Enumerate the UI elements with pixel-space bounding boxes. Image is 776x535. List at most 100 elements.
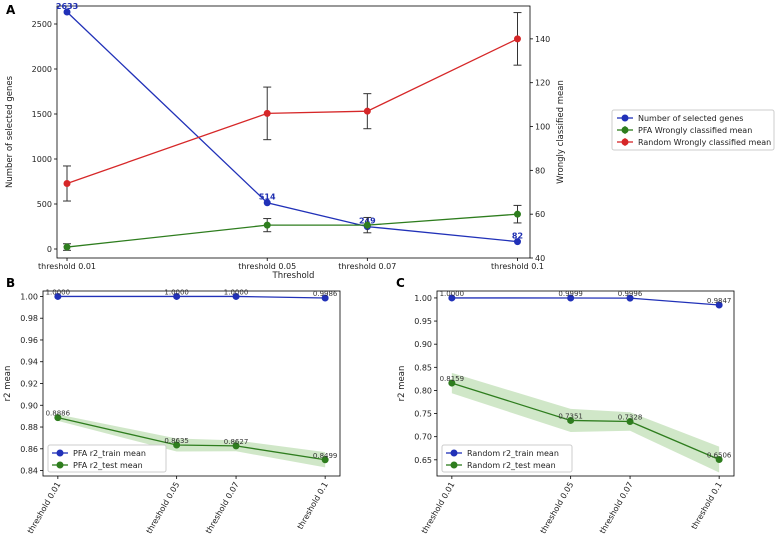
panel-a-point [263,221,271,229]
panel-b-data-label: 1.0000 [46,288,71,296]
panel-b-xtick-label: threshold 0.07 [204,481,241,535]
panel-c-data-label: 1.0000 [440,290,465,298]
panel-b-legend-label: PFA r2_train mean [73,449,146,458]
panel-a-xtick-label: threshold 0.01 [38,262,96,271]
panel-c-data-label: 0.6506 [707,452,732,460]
panel-a-legend-marker [621,138,629,146]
panel-b-ytick-label: 0.92 [20,380,38,389]
panel-a-point [513,210,521,218]
panel-a-ytick-label: 2000 [32,65,52,74]
panel-a-ytick-label: 2500 [32,20,52,29]
panel-c-data-label: 0.9999 [558,290,583,298]
panel-a-y2tick-label: 80 [535,166,545,175]
panel-b-data-label: 0.8627 [224,438,249,446]
panel-a-xtick-label: threshold 0.1 [491,262,544,271]
panel-c-legend-marker [450,449,458,457]
panel-a-legend-marker [621,114,629,122]
panel-c-data-label: 0.9847 [707,297,732,305]
panel-a-point [263,109,271,117]
panel-a-data-label: 2633 [56,2,78,11]
panel-a-point [363,107,371,115]
panel-b-legend-label: PFA r2_test mean [73,461,143,470]
panel-c-point [715,301,723,309]
panel-b-point [232,442,240,450]
panel-a-ytick-label: 500 [37,200,52,209]
panel-a-ytick-label: 0 [47,245,52,254]
panel-c-data-label: 0.7328 [618,414,643,422]
panel-b-point [321,294,329,302]
panel-b-data-label: 0.8499 [313,452,338,460]
panel-c-ylabel: r2 mean [397,366,407,402]
panel-c-data-label: 0.9996 [618,290,643,298]
panel-a-y2tick-label: 100 [535,123,550,132]
panel-c-xtick-label: threshold 0.01 [420,481,457,535]
panel-c-point [626,418,634,426]
panel-c-ytick-label: 0.75 [414,410,432,419]
panel-a-y2tick-label: 120 [535,79,550,88]
panel-a-point [363,221,371,229]
panel-a-y2tick-label: 140 [535,35,550,44]
panel-c-xtick-label: threshold 0.1 [690,481,724,531]
panel-b-point [173,292,181,300]
panel-c-point [448,379,456,387]
panel-c-ytick-label: 1.00 [414,294,432,303]
panel-a-frame [56,5,531,259]
panel-b-xtick-label: threshold 0.05 [145,481,182,535]
panel-c-point [448,294,456,302]
panel-c-series-line-1 [451,382,720,461]
panel-c-ytick-label: 0.90 [414,340,432,349]
panel-b-ytick-label: 0.96 [20,336,38,345]
panel-c-ytick-label: 0.95 [414,317,432,326]
panel-label-b: B [6,276,15,290]
panel-a-ylabel: Number of selected genes [5,75,15,188]
panel-b-xtick-label: threshold 0.1 [296,481,330,531]
panel-a-point [263,199,271,207]
panel-label-a: A [6,3,16,17]
panel-label-c: C [396,276,405,290]
panel-c-point [567,416,575,424]
panel-b-point [232,292,240,300]
panel-a-legend-label: PFA Wrongly classified mean [638,126,752,135]
panel-b-legend [47,444,167,473]
panel-c-series-line-0 [451,297,720,306]
panel-a-xlabel: Threshold [272,271,315,281]
panel-a-data-label: 514 [259,193,276,202]
panel-a-y2label: Wrongly classified mean [556,80,566,184]
panel-a-point [63,8,71,16]
panel-a-point [63,243,71,251]
panel-c-legend [441,444,573,473]
panel-c-ci-band [451,372,720,473]
panel-b-data-label: 0.8635 [164,437,189,445]
panel-b-ytick-label: 0.90 [20,401,38,410]
panel-a-series-line-1 [66,213,518,248]
panel-b-ylabel: r2 mean [3,366,13,402]
panel-c-point [626,294,634,302]
panel-c-xtick-label: threshold 0.07 [598,481,635,535]
panel-c-data-label: 0.7351 [558,412,583,420]
panel-b-ytick-label: 0.94 [20,358,38,367]
panel-b-ytick-label: 0.86 [20,445,38,454]
panel-c-legend-marker [450,461,458,469]
panel-b-data-label: 1.0000 [224,288,249,296]
panel-c-ytick-label: 0.65 [414,456,432,465]
panel-a-legend [611,109,775,151]
panel-b-ytick-label: 0.98 [20,314,38,323]
panel-b-data-label: 0.9986 [313,290,338,298]
panel-a-series-line-2 [66,38,518,185]
panel-b-legend-marker [56,461,64,469]
panel-c-point [715,456,723,464]
panel-a-y2tick-label: 60 [535,210,545,219]
panel-c-data-label: 0.8159 [440,375,465,383]
panel-c-legend-label: Random r2_test mean [467,461,556,470]
panel-a-y2tick-label: 40 [535,254,545,263]
panel-a-ytick-label: 1500 [32,110,52,119]
panel-c-ytick-label: 0.80 [414,386,432,395]
panel-b-legend-marker [56,449,64,457]
panel-b-point [54,414,62,422]
panel-b-data-label: 1.0000 [164,288,189,296]
panel-a-point [513,35,521,43]
panel-a-xtick-label: threshold 0.05 [238,262,296,271]
panel-a-series-line-0 [66,11,518,243]
panel-c-ytick-label: 0.85 [414,363,432,372]
